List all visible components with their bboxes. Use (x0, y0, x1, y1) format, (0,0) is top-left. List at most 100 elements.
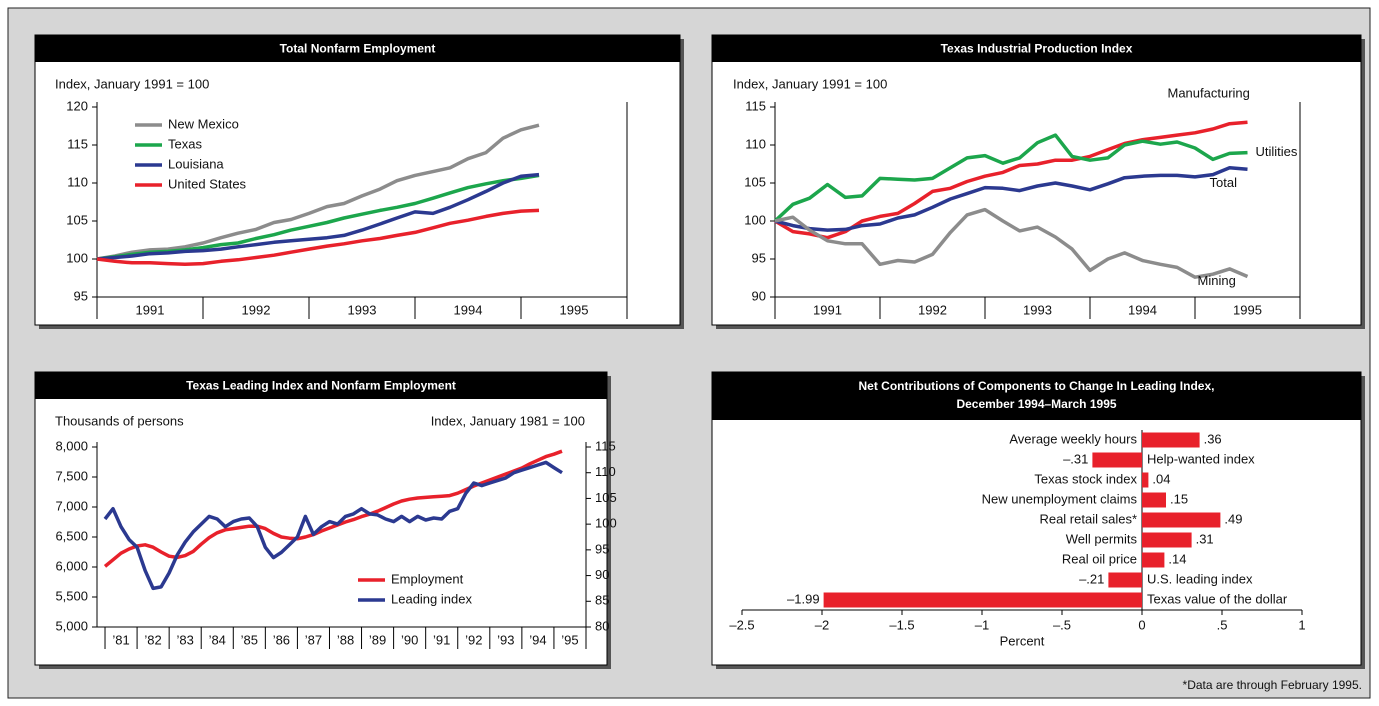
y-tick-label: 5,000 (55, 618, 88, 633)
series-label: Mining (1198, 273, 1236, 288)
chart-title: Texas Industrial Production Index (941, 42, 1133, 56)
bar (1142, 492, 1166, 508)
panel (711, 34, 1362, 326)
value-label: .15 (1170, 491, 1188, 506)
x-tick-label: 1995 (560, 302, 589, 317)
legend-label: Leading index (391, 591, 472, 606)
x-tick-label: ’85 (241, 632, 258, 647)
x-tick-label: ’88 (337, 632, 354, 647)
x-tick-label: 1993 (348, 302, 377, 317)
category-label: U.S. leading index (1147, 571, 1253, 586)
value-label: .31 (1196, 531, 1214, 546)
series-line (96, 172, 540, 261)
x-tick-label: 1994 (454, 302, 483, 317)
series-line (96, 123, 540, 261)
chart-subtitle: December 1994–March 1995 (956, 397, 1116, 411)
x-tick-label: ’82 (144, 632, 161, 647)
x-tick-label: ’93 (497, 632, 514, 647)
x-tick-label: .5 (1217, 617, 1228, 632)
x-tick-label: ’86 (273, 632, 290, 647)
category-label: Texas stock index (1034, 471, 1137, 486)
y-tick-label: 95 (74, 288, 88, 303)
x-tick-label: –2 (815, 617, 829, 632)
chart-title: Net Contributions of Components to Chang… (859, 379, 1215, 393)
y-tick-label: 105 (744, 174, 766, 189)
title-bar (35, 372, 607, 399)
y-axis-label: Index, January 1991 = 100 (55, 76, 209, 91)
y2-tick-label: 95 (595, 541, 609, 556)
legend-label: Texas (168, 136, 202, 151)
x-tick-label: 0 (1138, 617, 1145, 632)
category-label: Average weekly hours (1009, 431, 1137, 446)
category-label: Texas value of the dollar (1147, 591, 1288, 606)
value-label: .36 (1204, 431, 1222, 446)
y2-tick-label: 85 (595, 593, 609, 608)
y-tick-label: 105 (66, 212, 88, 227)
x-tick-label: –1 (975, 617, 989, 632)
bar (1142, 552, 1165, 568)
y-tick-label: 115 (745, 98, 766, 113)
bar (1142, 512, 1221, 528)
y-tick-label: 7,500 (55, 468, 88, 483)
category-label: Help-wanted index (1147, 451, 1255, 466)
series-label: Manufacturing (1168, 86, 1250, 101)
x-tick-label: ’92 (465, 632, 482, 647)
y2-axis-label: Index, January 1981 = 100 (431, 413, 585, 428)
bar (1142, 472, 1149, 488)
x-tick-label: 1992 (918, 302, 947, 317)
value-label: .04 (1152, 471, 1170, 486)
y2-tick-label: 90 (595, 567, 609, 582)
x-tick-label: ’89 (369, 632, 386, 647)
y-tick-label: 120 (66, 98, 88, 113)
panel (711, 371, 1362, 666)
value-label: –1.99 (787, 591, 820, 606)
y-tick-label: 8,000 (55, 438, 88, 453)
bar (1108, 572, 1142, 588)
chart-title: Total Nonfarm Employment (280, 42, 436, 56)
legend-label: Louisiana (168, 156, 224, 171)
title-bar (35, 35, 680, 62)
y-tick-label: 110 (67, 174, 88, 189)
series-line (103, 460, 563, 591)
x-tick-label: ’83 (177, 632, 194, 647)
y2-tick-label: 105 (595, 490, 617, 505)
footnote: *Data are through February 1995. (1183, 678, 1362, 692)
x-tick-label: 1995 (1233, 302, 1262, 317)
series-line (774, 166, 1248, 232)
series-label: Total (1210, 175, 1238, 190)
category-label: New unemployment claims (982, 491, 1138, 506)
y2-tick-label: 100 (595, 516, 617, 531)
x-tick-label: 1992 (242, 302, 271, 317)
value-label: –.21 (1079, 571, 1104, 586)
title-bar (712, 372, 1361, 420)
x-tick-label: ’95 (561, 632, 578, 647)
x-tick-label: 1993 (1023, 302, 1052, 317)
y-axis-label: Thousands of persons (55, 413, 184, 428)
bar (1092, 452, 1142, 468)
x-tick-label: ’94 (529, 632, 546, 647)
y2-tick-label: 110 (595, 464, 616, 479)
series-line (773, 133, 1248, 223)
y-tick-label: 110 (745, 136, 766, 151)
x-tick-label: ’90 (401, 632, 418, 647)
chart-title: Texas Leading Index and Nonfarm Employme… (186, 379, 456, 393)
x-axis-label: Percent (1000, 633, 1045, 648)
y-tick-label: 7,000 (55, 498, 88, 513)
x-tick-label: –.5 (1053, 617, 1071, 632)
legend-label: New Mexico (168, 116, 239, 131)
bar (1142, 532, 1192, 548)
x-tick-label: –1.5 (889, 617, 914, 632)
series-line (774, 207, 1249, 279)
series-line (103, 449, 563, 568)
value-label: .49 (1224, 511, 1242, 526)
category-label: Well permits (1066, 531, 1138, 546)
x-tick-label: 1991 (813, 302, 842, 317)
bar (823, 592, 1142, 608)
x-tick-label: 1994 (1128, 302, 1157, 317)
y-tick-label: 95 (752, 250, 766, 265)
legend-label: United States (168, 176, 247, 191)
y-tick-label: 100 (744, 212, 766, 227)
y-tick-label: 5,500 (55, 588, 88, 603)
legend-label: Employment (391, 571, 464, 586)
category-label: Real oil price (1062, 551, 1137, 566)
